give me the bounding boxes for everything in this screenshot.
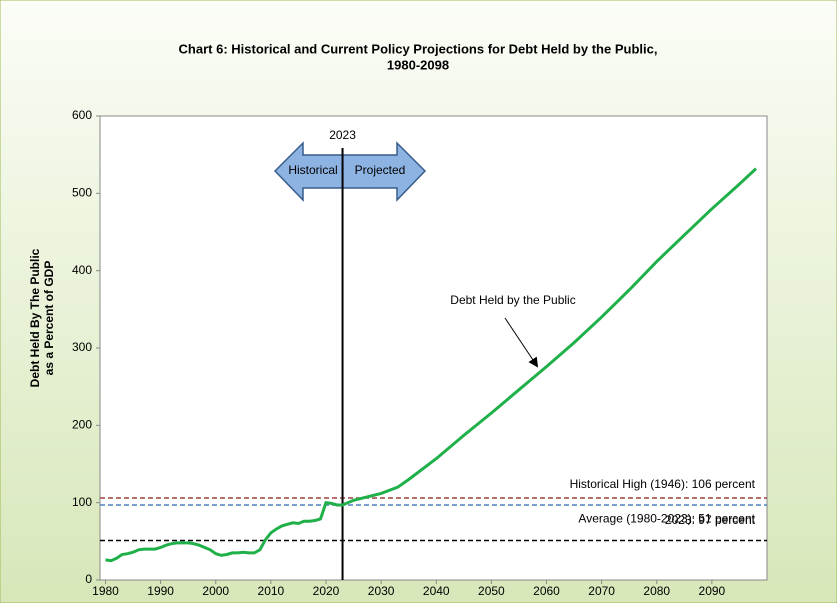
y-tick-label: 0 bbox=[85, 572, 92, 586]
divider-label: 2023 bbox=[329, 128, 356, 142]
y-axis-label: Debt Held By The Public bbox=[28, 248, 42, 387]
divider-left-label: Historical bbox=[288, 163, 337, 177]
x-tick-label: 2020 bbox=[313, 584, 340, 598]
y-tick-label: 500 bbox=[72, 186, 92, 200]
reference-label: 2023: 97 percent bbox=[665, 513, 756, 527]
series-annotation: Debt Held by the Public bbox=[450, 293, 575, 307]
reference-label: Average (1980-2023): 51 percent bbox=[578, 512, 755, 526]
x-tick-label: 1980 bbox=[92, 584, 119, 598]
x-tick-label: 2050 bbox=[478, 584, 505, 598]
x-tick-label: 2000 bbox=[202, 584, 229, 598]
x-tick-label: 1990 bbox=[147, 584, 174, 598]
x-tick-label: 2010 bbox=[258, 584, 285, 598]
y-tick-label: 200 bbox=[72, 418, 92, 432]
chart-title: Chart 6: Historical and Current Policy P… bbox=[179, 41, 658, 56]
y-axis-label: as a Percent of GDP bbox=[42, 261, 56, 376]
x-tick-label: 2040 bbox=[423, 584, 450, 598]
y-tick-label: 100 bbox=[72, 495, 92, 509]
annotation-arrow bbox=[504, 317, 539, 368]
series-line bbox=[105, 167, 758, 563]
y-tick-label: 400 bbox=[72, 263, 92, 277]
direction-arrow bbox=[273, 141, 427, 202]
divider-right-label: Projected bbox=[355, 163, 406, 177]
x-tick-label: 2080 bbox=[643, 584, 670, 598]
chart-title: 1980-2098 bbox=[387, 57, 449, 72]
x-tick-label: 2070 bbox=[588, 584, 615, 598]
plot-area bbox=[99, 115, 768, 581]
y-tick-label: 600 bbox=[72, 108, 92, 122]
reference-label: Historical High (1946): 106 percent bbox=[570, 477, 756, 491]
x-tick-label: 2030 bbox=[368, 584, 395, 598]
y-tick-label: 300 bbox=[72, 340, 92, 354]
x-tick-label: 2090 bbox=[699, 584, 726, 598]
x-tick-label: 2060 bbox=[533, 584, 560, 598]
